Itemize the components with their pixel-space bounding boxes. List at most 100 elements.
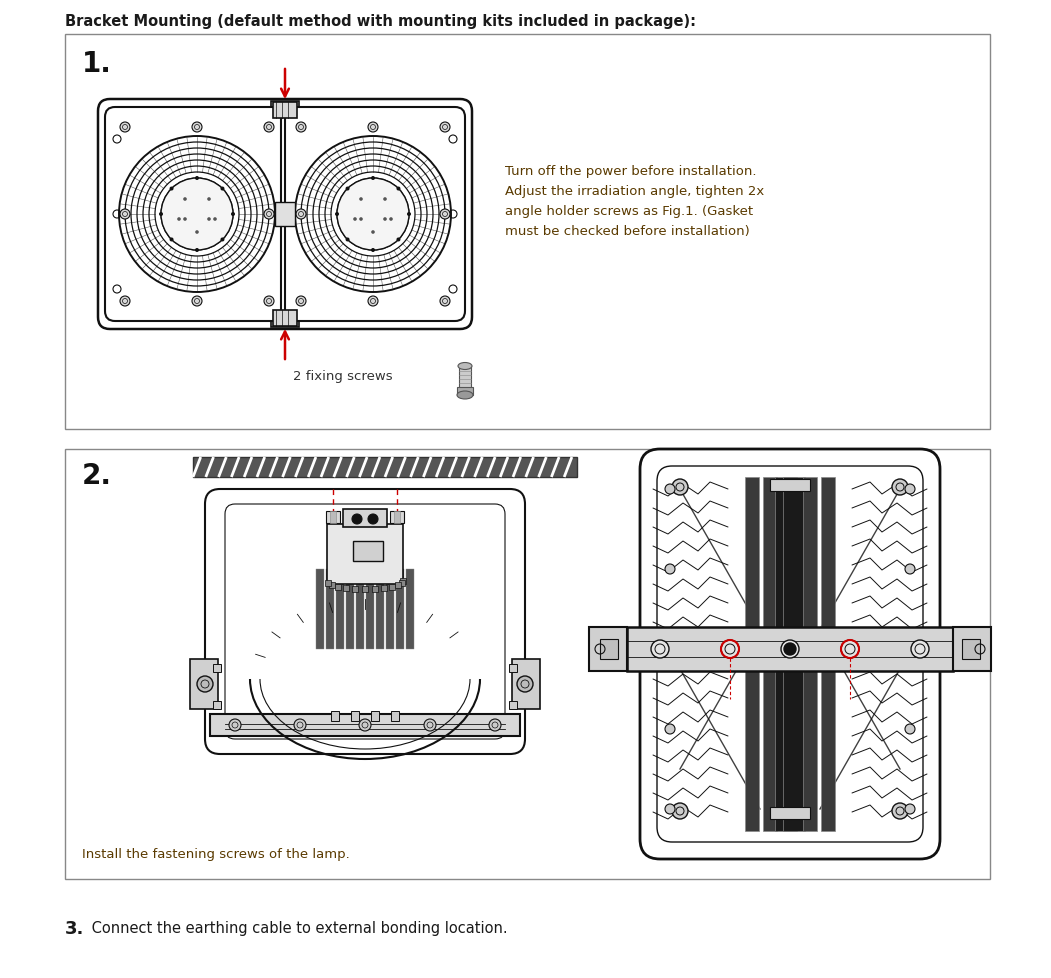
- Circle shape: [371, 231, 375, 235]
- Circle shape: [346, 188, 350, 192]
- Circle shape: [651, 641, 669, 658]
- Bar: [193, 458, 577, 477]
- Circle shape: [371, 248, 375, 252]
- Circle shape: [296, 296, 306, 307]
- Circle shape: [229, 719, 241, 732]
- Bar: [382, 585, 387, 592]
- Circle shape: [721, 641, 739, 658]
- Bar: [509, 664, 517, 672]
- Bar: [362, 587, 368, 593]
- Circle shape: [335, 213, 339, 217]
- Circle shape: [384, 218, 387, 222]
- Bar: [775, 477, 797, 831]
- Circle shape: [359, 198, 363, 201]
- Circle shape: [195, 177, 199, 181]
- Bar: [114, 204, 121, 225]
- Circle shape: [352, 514, 362, 524]
- Bar: [512, 659, 540, 709]
- Circle shape: [159, 213, 163, 217]
- Bar: [406, 569, 414, 649]
- Circle shape: [665, 725, 675, 734]
- Circle shape: [195, 248, 199, 252]
- Circle shape: [359, 719, 371, 732]
- Text: 3.: 3.: [65, 919, 84, 937]
- Circle shape: [784, 644, 796, 655]
- Circle shape: [169, 188, 173, 192]
- Circle shape: [264, 123, 274, 133]
- Bar: [763, 477, 777, 831]
- Circle shape: [407, 213, 411, 217]
- Bar: [277, 312, 293, 322]
- Bar: [783, 477, 805, 831]
- Circle shape: [120, 296, 130, 307]
- Circle shape: [183, 218, 187, 222]
- FancyBboxPatch shape: [640, 450, 940, 859]
- Bar: [343, 510, 387, 527]
- Bar: [396, 569, 404, 649]
- Circle shape: [161, 179, 233, 250]
- Bar: [770, 479, 810, 492]
- Bar: [509, 701, 517, 709]
- Circle shape: [195, 231, 199, 235]
- Circle shape: [207, 218, 211, 222]
- Circle shape: [296, 123, 306, 133]
- Bar: [449, 130, 457, 150]
- Bar: [376, 569, 384, 649]
- Circle shape: [517, 677, 533, 692]
- Circle shape: [221, 188, 225, 192]
- Bar: [353, 542, 383, 561]
- Text: Turn off the power before installation.
Adjust the irradiation angle, tighten 2x: Turn off the power before installation. …: [504, 165, 764, 238]
- Circle shape: [384, 198, 387, 201]
- Bar: [962, 640, 980, 659]
- Circle shape: [424, 719, 436, 732]
- Bar: [331, 711, 339, 721]
- Circle shape: [905, 484, 915, 495]
- Circle shape: [120, 210, 130, 220]
- Bar: [327, 524, 403, 585]
- Bar: [356, 569, 364, 649]
- Bar: [190, 659, 218, 709]
- Circle shape: [368, 514, 378, 524]
- Bar: [449, 280, 457, 299]
- Circle shape: [231, 213, 235, 217]
- Circle shape: [396, 188, 400, 192]
- Bar: [316, 569, 324, 649]
- Bar: [114, 280, 121, 299]
- Bar: [336, 569, 344, 649]
- Bar: [213, 701, 221, 709]
- Bar: [395, 583, 400, 589]
- FancyBboxPatch shape: [657, 467, 923, 842]
- Circle shape: [296, 210, 306, 220]
- Text: 2.: 2.: [82, 462, 112, 490]
- Text: Connect the earthing cable to external bonding location.: Connect the earthing cable to external b…: [87, 920, 508, 935]
- Bar: [273, 311, 297, 327]
- Circle shape: [892, 803, 908, 820]
- Circle shape: [672, 803, 688, 820]
- Bar: [600, 640, 618, 659]
- Bar: [386, 569, 394, 649]
- Bar: [391, 711, 399, 721]
- Circle shape: [440, 296, 450, 307]
- Bar: [343, 585, 349, 592]
- Bar: [366, 569, 374, 649]
- Bar: [371, 711, 379, 721]
- Circle shape: [371, 177, 375, 181]
- Circle shape: [396, 239, 400, 243]
- Bar: [271, 310, 298, 328]
- Circle shape: [264, 210, 274, 220]
- Circle shape: [440, 210, 450, 220]
- Bar: [352, 586, 358, 592]
- Bar: [271, 102, 298, 120]
- Bar: [745, 477, 759, 831]
- FancyBboxPatch shape: [98, 100, 472, 330]
- Circle shape: [368, 296, 378, 307]
- Circle shape: [169, 239, 173, 243]
- Bar: [390, 511, 404, 523]
- Bar: [953, 627, 991, 671]
- Bar: [329, 583, 335, 589]
- Circle shape: [264, 296, 274, 307]
- Circle shape: [197, 677, 213, 692]
- Bar: [770, 807, 810, 820]
- Circle shape: [183, 198, 187, 201]
- Circle shape: [359, 218, 363, 222]
